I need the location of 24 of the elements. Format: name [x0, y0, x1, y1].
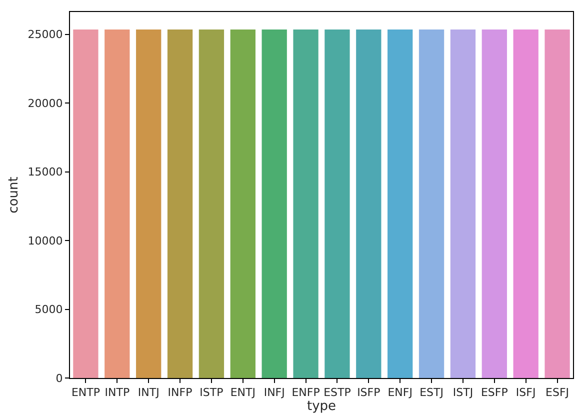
- y-tick-label: 15000: [28, 166, 63, 179]
- x-tick-label: INFJ: [264, 386, 285, 400]
- x-tick-label: ENTP: [71, 386, 100, 400]
- x-tick-label: INFP: [168, 386, 193, 400]
- x-axis-title: type: [306, 399, 336, 414]
- y-tick-label: 25000: [28, 28, 63, 42]
- x-tick-label: ENFP: [292, 386, 320, 400]
- x-tick-label: ISTP: [200, 386, 224, 400]
- x-tick-label: ISFP: [357, 386, 381, 400]
- y-axis-title: count: [6, 176, 22, 214]
- y-tick-label: 10000: [28, 234, 63, 248]
- x-tick-label: ESFP: [480, 386, 508, 400]
- y-tick-label: 5000: [34, 303, 63, 316]
- y-tick-label: 0: [56, 372, 63, 385]
- x-tick-label: ISFJ: [516, 386, 536, 400]
- y-tick-label: 20000: [28, 96, 63, 110]
- x-tick-label: ENFJ: [388, 386, 412, 400]
- x-tick-label: INTJ: [138, 386, 160, 400]
- x-tick-label: ESTP: [324, 386, 352, 400]
- x-tick-label: ESTJ: [420, 386, 444, 400]
- x-tick-label: ESFJ: [546, 386, 570, 400]
- x-tick-label: INTP: [104, 386, 130, 400]
- x-tick-label: ENTJ: [230, 386, 256, 400]
- x-tick-label: ISTJ: [452, 386, 474, 400]
